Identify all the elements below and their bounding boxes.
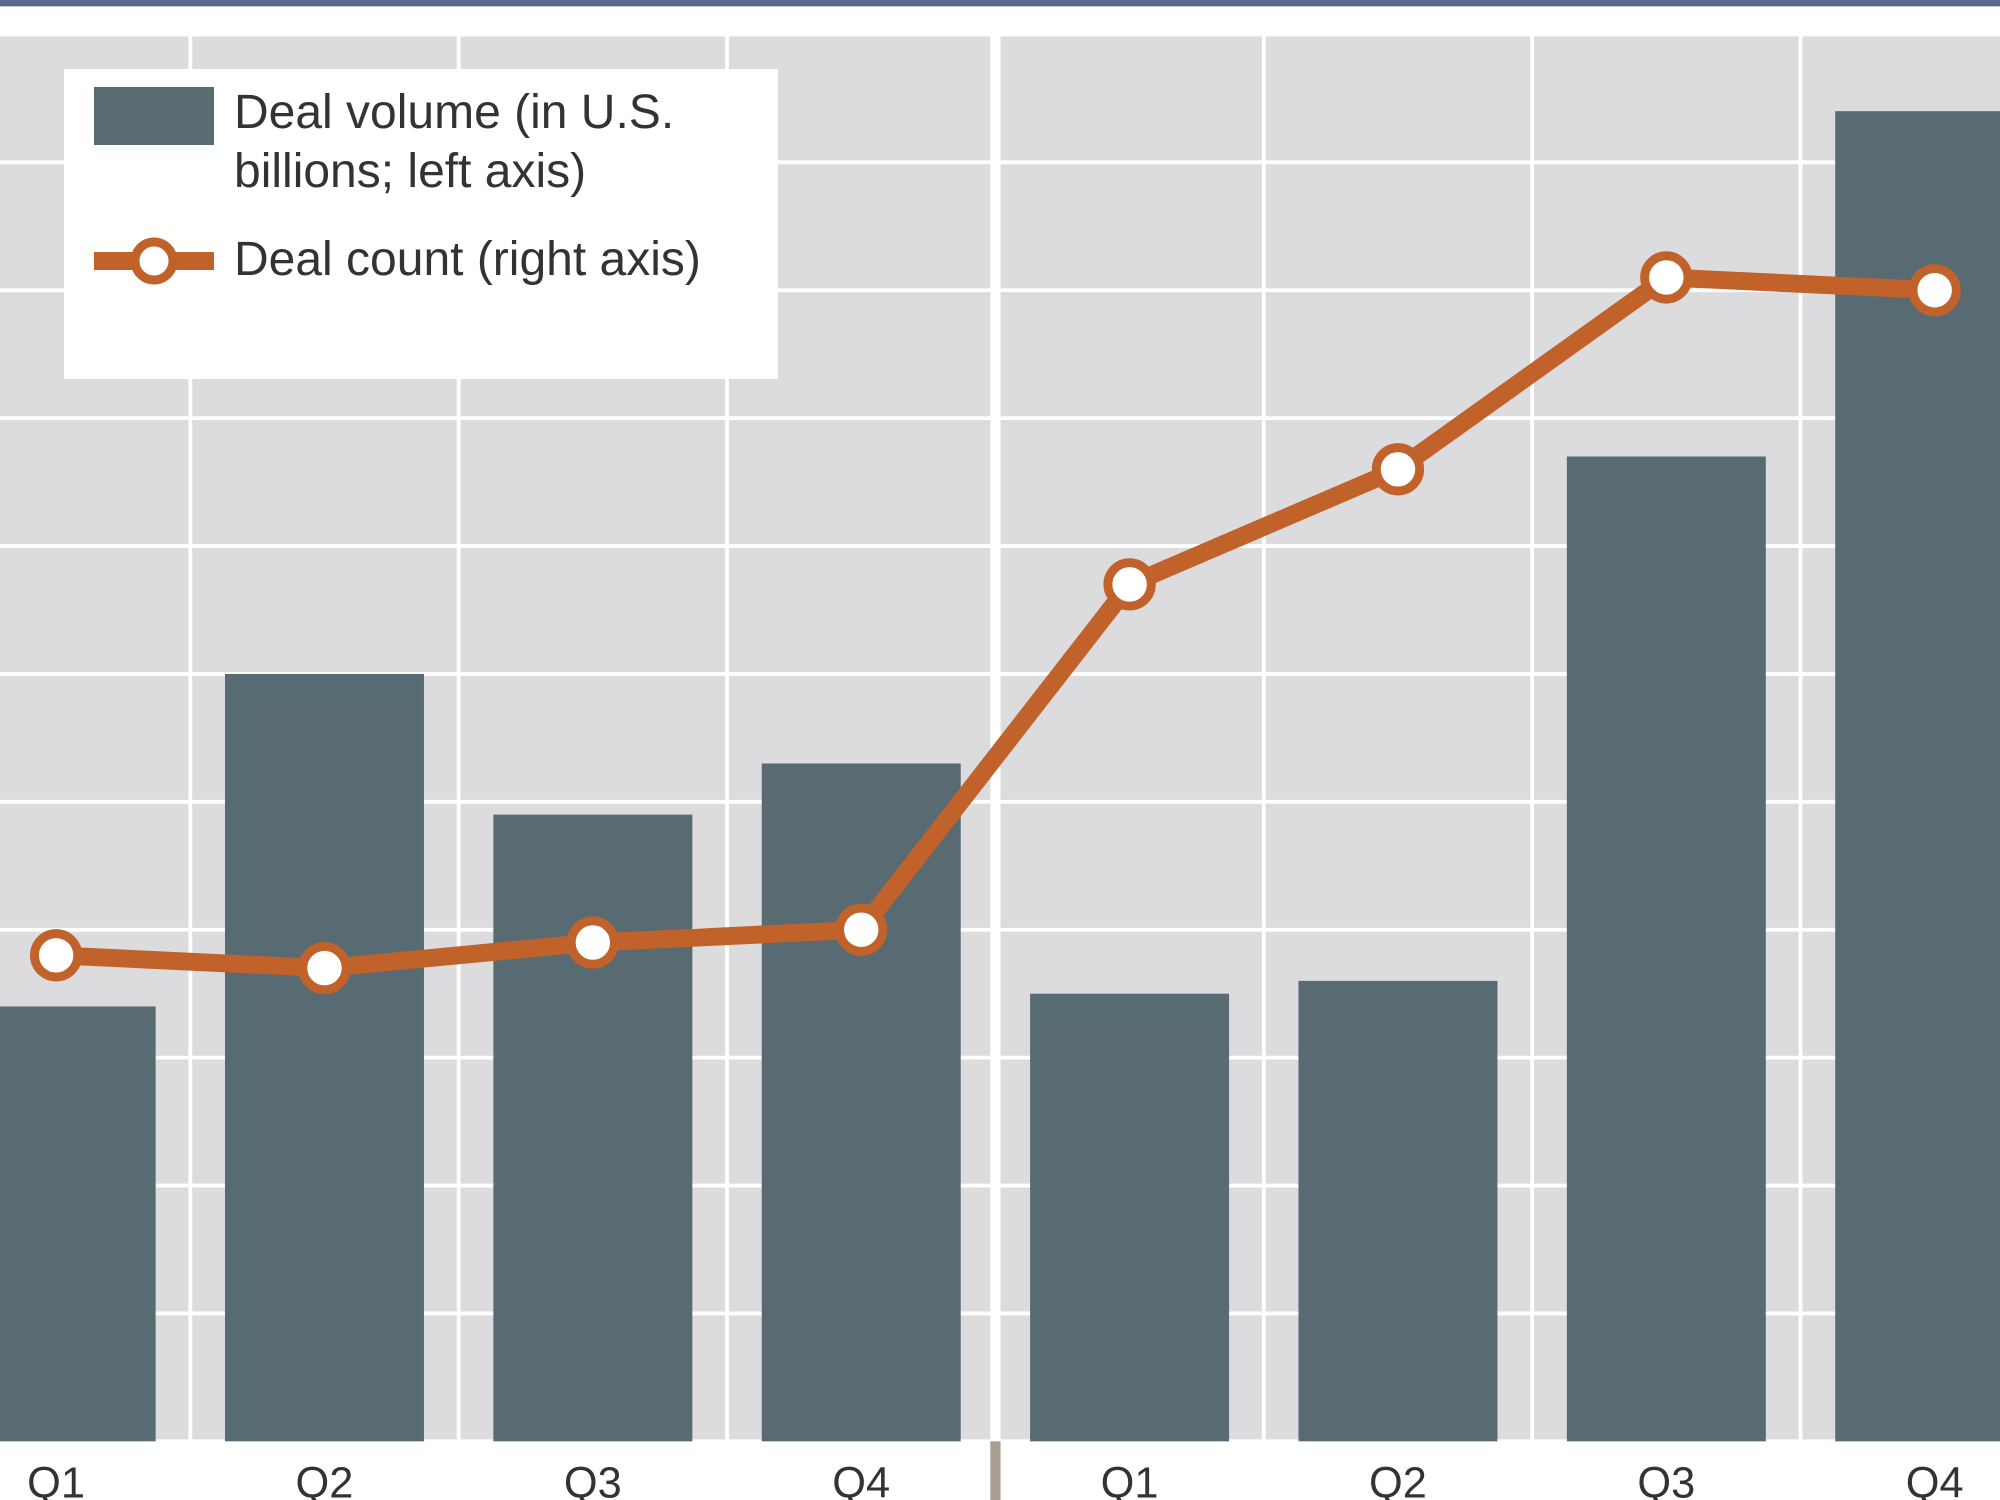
line-marker bbox=[1371, 443, 1425, 496]
top-strip bbox=[0, 0, 2000, 7]
x-tick-label: Q1 bbox=[27, 1459, 85, 1500]
x-tick-label: Q2 bbox=[1369, 1459, 1427, 1500]
x-tick-label: Q4 bbox=[832, 1459, 890, 1500]
line-marker bbox=[1103, 558, 1156, 611]
legend-swatch bbox=[94, 87, 214, 145]
legend-label: Deal volume (in U.S. billions; left axis… bbox=[234, 86, 675, 198]
bar bbox=[493, 814, 693, 1442]
line-marker bbox=[29, 929, 83, 982]
bar bbox=[761, 763, 961, 1442]
legend-marker bbox=[130, 237, 178, 285]
x-tick-label: Q2 bbox=[296, 1459, 354, 1500]
line-marker bbox=[1640, 251, 1693, 304]
x-tick-label: Q3 bbox=[564, 1459, 622, 1500]
line-marker bbox=[566, 916, 620, 969]
legend-key bbox=[94, 237, 214, 285]
bar bbox=[1030, 993, 1230, 1442]
x-tick-label: Q3 bbox=[1637, 1459, 1695, 1500]
line-marker bbox=[835, 903, 888, 956]
x-tick-label: Q4 bbox=[1906, 1459, 1964, 1500]
year-divider-tick bbox=[990, 1441, 1001, 1500]
bar bbox=[1835, 111, 2000, 1442]
bar bbox=[224, 673, 424, 1442]
legend-item: Deal volume (in U.S. billions; left axis… bbox=[94, 86, 774, 201]
legend: Deal volume (in U.S. billions; left axis… bbox=[64, 69, 778, 379]
line-marker bbox=[1908, 264, 1961, 317]
bar bbox=[1298, 980, 1498, 1442]
line-marker bbox=[298, 941, 351, 995]
legend-key bbox=[94, 87, 214, 145]
x-tick-label: Q1 bbox=[1101, 1459, 1159, 1500]
bar bbox=[1566, 456, 1766, 1442]
legend-label: Deal count (right axis) bbox=[234, 233, 701, 286]
legend-item: Deal count (right axis) bbox=[94, 233, 774, 294]
bar bbox=[0, 1006, 156, 1442]
line bbox=[55, 268, 1936, 978]
